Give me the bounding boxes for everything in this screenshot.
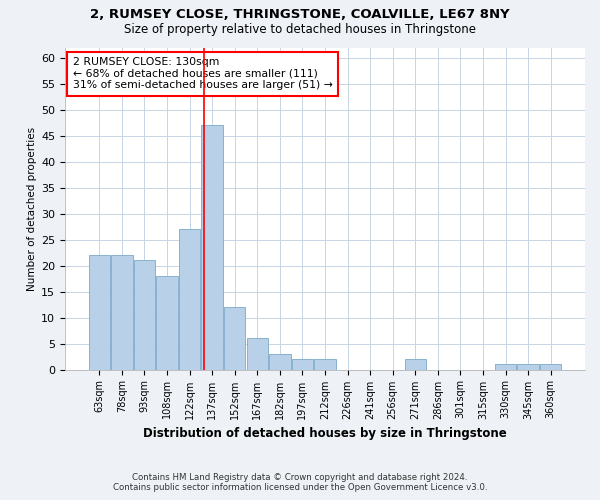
Bar: [404, 359, 426, 370]
Text: Contains HM Land Registry data © Crown copyright and database right 2024.
Contai: Contains HM Land Registry data © Crown c…: [113, 473, 487, 492]
Bar: [292, 359, 313, 370]
Bar: [224, 307, 245, 370]
Bar: [111, 256, 133, 370]
Bar: [179, 230, 200, 370]
Bar: [157, 276, 178, 370]
Bar: [495, 364, 516, 370]
Text: 2 RUMSEY CLOSE: 130sqm
← 68% of detached houses are smaller (111)
31% of semi-de: 2 RUMSEY CLOSE: 130sqm ← 68% of detached…: [73, 57, 332, 90]
Bar: [540, 364, 562, 370]
Bar: [134, 260, 155, 370]
Y-axis label: Number of detached properties: Number of detached properties: [27, 126, 37, 290]
Text: 2, RUMSEY CLOSE, THRINGSTONE, COALVILLE, LE67 8NY: 2, RUMSEY CLOSE, THRINGSTONE, COALVILLE,…: [90, 8, 510, 20]
Bar: [247, 338, 268, 370]
Bar: [89, 256, 110, 370]
Text: Size of property relative to detached houses in Thringstone: Size of property relative to detached ho…: [124, 22, 476, 36]
X-axis label: Distribution of detached houses by size in Thringstone: Distribution of detached houses by size …: [143, 427, 507, 440]
Bar: [269, 354, 290, 370]
Bar: [314, 359, 336, 370]
Bar: [202, 126, 223, 370]
Bar: [517, 364, 539, 370]
